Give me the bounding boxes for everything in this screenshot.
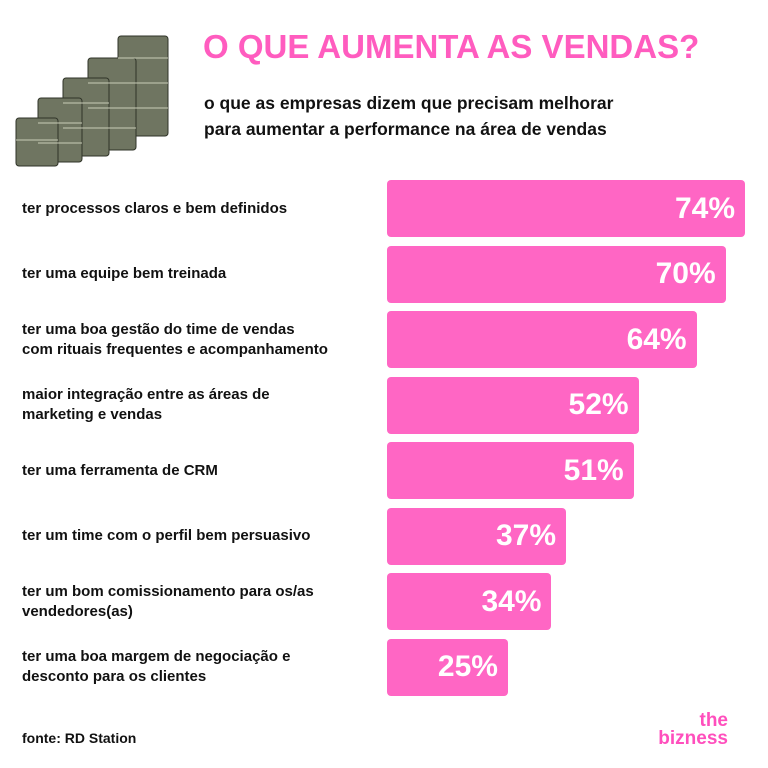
category-label: ter uma ferramenta de CRM	[22, 461, 218, 479]
value-label: 64%	[626, 322, 687, 356]
category-label: ter um bom comissionamento para os/as ve…	[22, 582, 314, 620]
value-label: 74%	[674, 191, 735, 225]
bar: 34%	[387, 573, 552, 630]
subtitle: o que as empresas dizem que precisam mel…	[204, 93, 614, 139]
bar: 74%	[387, 180, 745, 237]
value-label: 51%	[563, 453, 624, 487]
value-label: 70%	[655, 257, 716, 290]
title: O QUE AUMENTA AS VENDAS?	[203, 28, 700, 65]
value-label: 37%	[495, 519, 556, 552]
bar: 64%	[387, 311, 697, 368]
value-label: 25%	[437, 650, 498, 683]
value-label: 52%	[568, 388, 629, 421]
category-label: ter uma equipe bem treinada	[22, 265, 227, 282]
bar: 70%	[387, 245, 726, 303]
category-label: maior integração entre as áreas de marke…	[22, 386, 270, 423]
bar: 37%	[387, 507, 566, 565]
bar: 25%	[387, 638, 508, 696]
source: fonte: RD Station	[22, 730, 137, 746]
brand-logo: the bizness	[658, 710, 729, 749]
bar: 52%	[387, 376, 639, 434]
category-label: ter uma boa margem de negociação e desco…	[22, 648, 291, 685]
category-label: ter processos claros e bem definidos	[22, 199, 288, 217]
money-illustration	[15, 35, 169, 167]
bar: 51%	[387, 442, 634, 499]
brand-text: bizness	[658, 728, 728, 749]
category-label: ter um time com o perfil bem persuasivo	[22, 527, 311, 544]
value-label: 34%	[481, 584, 542, 618]
brand-text: the	[699, 710, 729, 731]
category-label: ter uma boa gestão do time de vendas com…	[22, 320, 328, 358]
